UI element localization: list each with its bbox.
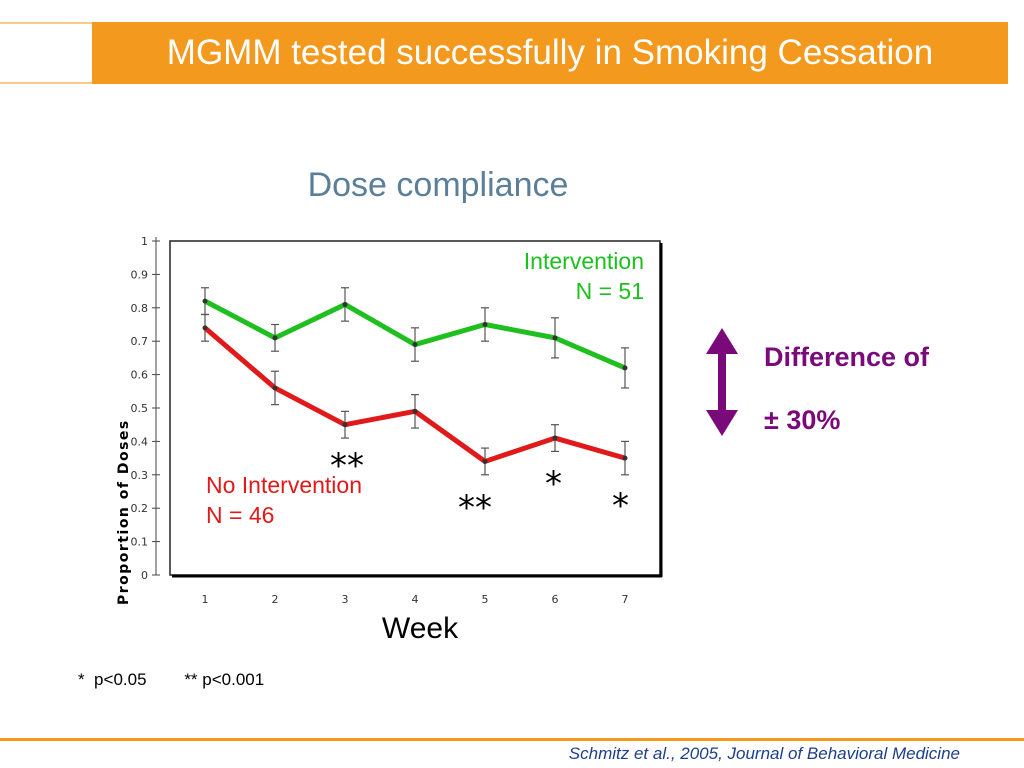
significance-mark-week-6: *	[545, 464, 562, 504]
no-intervention-legend-label: No Intervention N = 46	[206, 470, 362, 530]
line-chart: 0 0.1 0.2 0.3 0.4 0.5 0.6 0.7 0.8 0.9 1 1 2 3 4 5 6 7 Pr…	[116, 235, 663, 606]
data-point	[412, 342, 418, 348]
x-tick-label: 3	[342, 593, 349, 606]
title-bar-left-segment	[0, 22, 92, 84]
citation: Schmitz et al., 2005, Journal of Behavio…	[568, 744, 960, 763]
slide-title: MGMM tested successfully in Smoking Cess…	[166, 33, 934, 72]
y-tick-label: 0.5	[131, 402, 149, 415]
data-point	[552, 435, 558, 441]
data-point	[482, 458, 488, 464]
significance-mark-week-7: *	[612, 486, 629, 526]
y-tick-label: 0.2	[131, 502, 149, 515]
difference-value: ± 30%	[764, 405, 841, 435]
double-arrow-icon	[706, 328, 738, 436]
data-point	[272, 385, 278, 391]
significance-footnote: * p<0.05 ** p<0.001	[78, 670, 265, 689]
data-point	[552, 335, 558, 341]
y-tick-label: 0.4	[131, 435, 149, 448]
x-tick-label: 6	[552, 593, 559, 606]
intervention-legend-label: Intervention N = 51	[524, 246, 644, 306]
difference-label: Difference of	[764, 342, 930, 372]
no-intervention-n: N = 46	[206, 502, 275, 528]
x-axis-caption: Week	[381, 612, 459, 645]
data-point	[202, 325, 208, 331]
data-point	[482, 322, 488, 327]
no-intervention-name: No Intervention	[206, 472, 362, 498]
x-tick-label: 4	[412, 593, 419, 606]
y-axis-label: Proportion of Doses	[116, 419, 132, 605]
data-point	[342, 301, 348, 307]
y-tick-label: 0.7	[131, 335, 149, 348]
footer-rule	[0, 738, 1024, 741]
x-tick-label: 2	[272, 593, 279, 606]
data-point	[272, 335, 278, 341]
intervention-n: N = 51	[575, 278, 644, 304]
y-tick-label: 0.8	[131, 302, 149, 315]
series-no-intervention	[201, 313, 629, 476]
data-point	[622, 455, 628, 461]
y-tick-label: 0.3	[131, 469, 149, 482]
y-tick-label: 1	[141, 235, 148, 248]
chart-subtitle: Dose compliance	[307, 166, 569, 204]
data-point	[202, 298, 208, 304]
significance-mark-week-3: **	[330, 446, 364, 486]
x-tick-label: 5	[482, 593, 489, 606]
y-tick-label: 0	[141, 569, 148, 582]
data-point	[342, 422, 348, 428]
data-point	[412, 408, 418, 414]
y-tick-label: 0.6	[131, 369, 149, 382]
x-tick-label: 1	[202, 593, 209, 606]
x-tick-label: 7	[622, 593, 629, 606]
intervention-name: Intervention	[523, 248, 644, 274]
y-tick-label: 0.1	[131, 536, 149, 549]
data-point	[622, 365, 628, 371]
title-bar	[92, 22, 1008, 84]
significance-mark-week-5: **	[458, 488, 492, 528]
y-tick-label: 0.9	[131, 268, 149, 281]
